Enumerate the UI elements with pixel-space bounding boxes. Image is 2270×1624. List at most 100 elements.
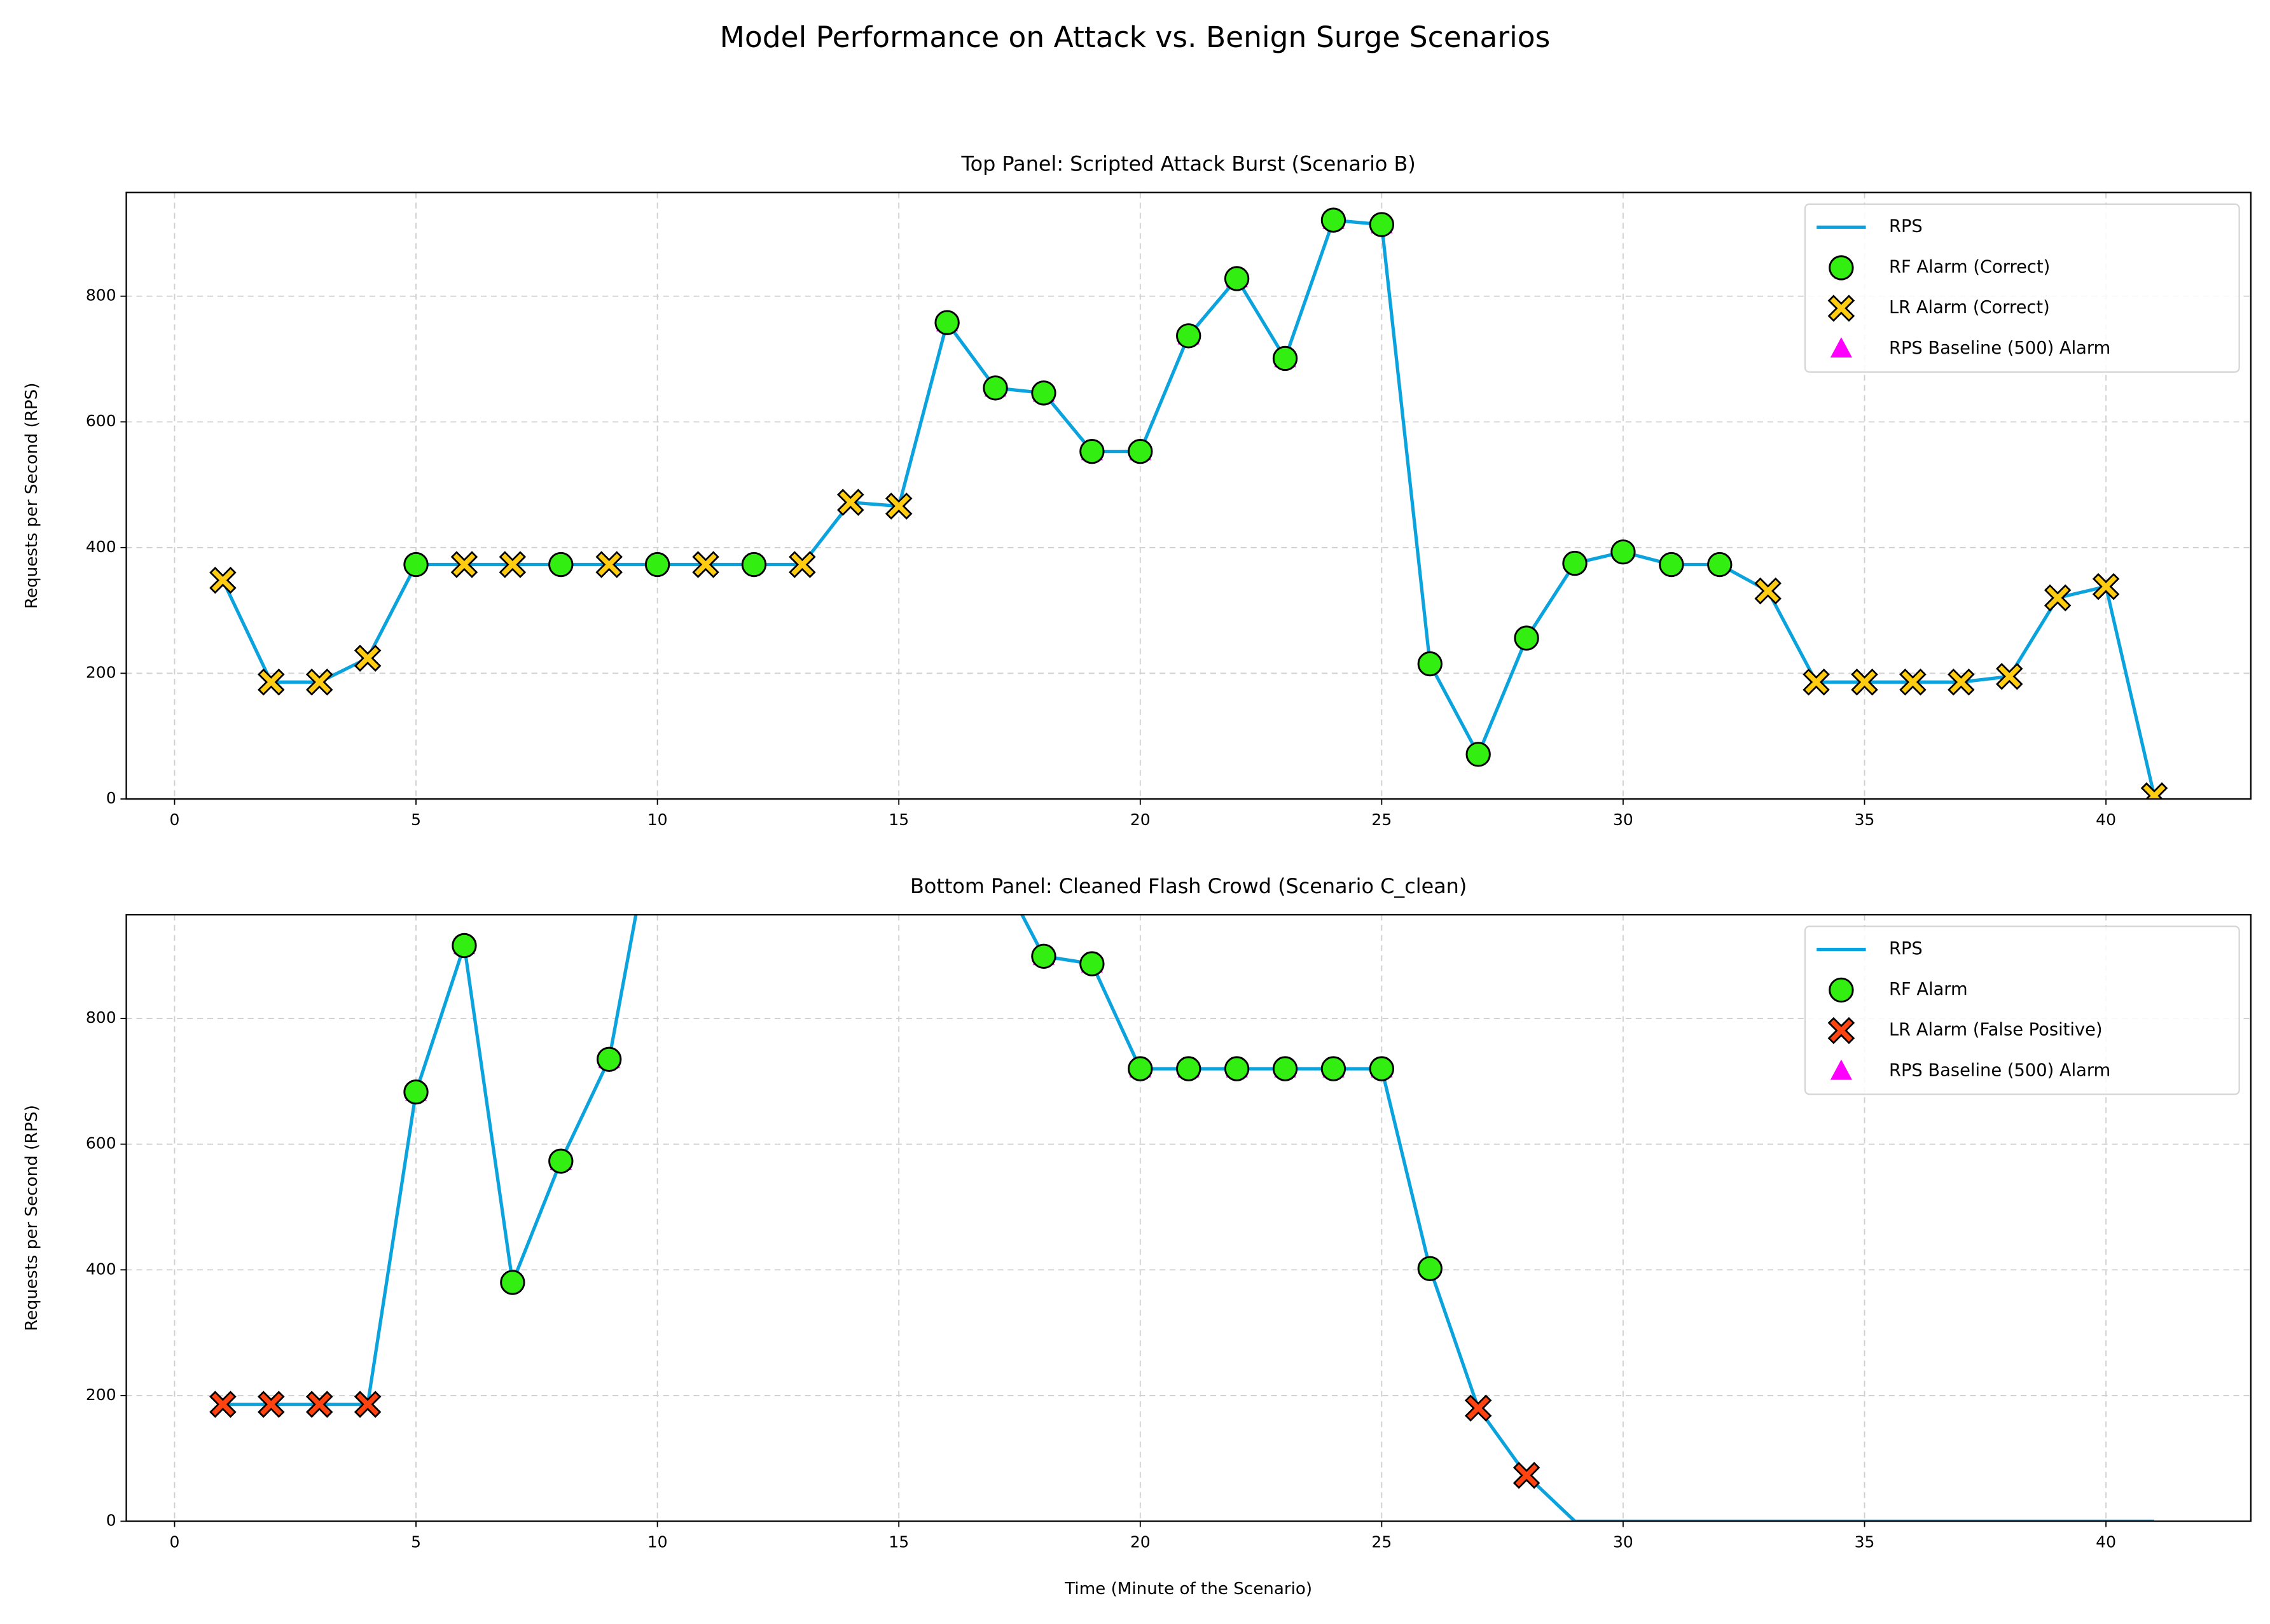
x-tick-label: 20	[1130, 1533, 1151, 1551]
legend-marker	[1830, 337, 1852, 358]
y-tick-label: 400	[86, 538, 116, 556]
alarm-marker	[1514, 625, 1539, 651]
legend-box	[1804, 203, 2240, 373]
panel-title: Top Panel: Scripted Attack Burst (Scenar…	[961, 151, 1416, 176]
legend-marker	[1827, 295, 1855, 322]
legend-label: RPS Baseline (500) Alarm	[1889, 1060, 2110, 1080]
alarm-marker	[209, 566, 237, 594]
alarm-marker	[1369, 212, 1395, 237]
legend-marker	[1829, 255, 1854, 281]
y-tick-label: 800	[86, 286, 116, 305]
alarm-marker	[209, 1391, 237, 1418]
alarm-marker	[597, 1046, 622, 1072]
alarm-marker	[595, 551, 623, 578]
alarm-marker	[548, 1148, 574, 1174]
panel: Top Panel: Scripted Attack Burst (Scenar…	[22, 151, 2252, 829]
plot-area	[209, 787, 2154, 1522]
legend-marker	[1829, 977, 1854, 1003]
y-tick-label: 0	[106, 1511, 116, 1529]
x-tick-label: 5	[411, 1533, 421, 1551]
alarm-marker	[695, 787, 716, 807]
x-tick-label: 0	[170, 1533, 180, 1551]
alarm-marker	[258, 668, 285, 696]
y-tick-label: 600	[86, 412, 116, 430]
x-tick-label: 0	[170, 810, 180, 829]
alarm-marker	[1079, 438, 1105, 464]
alarm-marker	[789, 551, 816, 578]
alarm-marker	[1707, 552, 1733, 578]
alarm-marker	[354, 1391, 382, 1418]
alarm-marker	[1562, 550, 1588, 576]
plot-frame	[125, 913, 2252, 1522]
y-tick-label: 800	[86, 1008, 116, 1027]
alarm-marker	[1464, 1394, 1492, 1422]
alarm-marker	[499, 551, 527, 578]
alarm-marker	[1995, 663, 2023, 690]
alarm-marker	[1754, 577, 1782, 605]
alarm-marker	[1417, 1256, 1443, 1281]
x-tick-label: 10	[647, 1533, 668, 1551]
x-tick-label: 30	[1613, 1533, 1633, 1551]
alarm-marker	[500, 1270, 525, 1295]
y-tick-label: 0	[106, 789, 116, 807]
x-tick-label: 5	[411, 810, 421, 829]
alarm-marker	[985, 852, 1006, 873]
alarm-marker	[1320, 1056, 1346, 1081]
x-tick-label: 15	[889, 1533, 909, 1551]
alarm-marker	[1465, 742, 1491, 767]
plot-area	[209, 207, 2168, 800]
alarm-marker	[1031, 380, 1056, 406]
alarm-marker	[1320, 207, 1346, 233]
alarm-marker	[1948, 668, 1975, 696]
alarm-marker	[1803, 668, 1830, 696]
alarm-marker	[1899, 668, 1927, 696]
alarm-marker	[403, 552, 429, 578]
y-tick-label: 200	[86, 663, 116, 681]
alarm-marker	[741, 552, 767, 578]
alarm-marker	[1176, 1056, 1201, 1081]
legend-label: RPS Baseline (500) Alarm	[1889, 338, 2110, 358]
x-tick-label: 35	[1855, 1533, 1875, 1551]
x-tick-label: 25	[1371, 1533, 1392, 1551]
alarm-marker	[1512, 1462, 1540, 1489]
alarm-marker	[1176, 323, 1201, 349]
legend-marker	[1830, 1059, 1852, 1080]
alarm-marker	[1272, 1056, 1298, 1081]
alarm-marker	[791, 787, 813, 807]
figure-title: Model Performance on Attack vs. Benign S…	[720, 20, 1551, 54]
x-tick-label: 30	[1613, 810, 1633, 829]
legend-marker	[1827, 1017, 1855, 1044]
alarm-marker	[840, 787, 861, 807]
alarm-marker	[743, 787, 765, 807]
panel: Bottom Panel: Cleaned Flash Crowd (Scena…	[22, 787, 2252, 1599]
alarm-marker	[450, 551, 478, 578]
y-tick-label: 200	[86, 1385, 116, 1404]
alarm-marker	[1224, 266, 1250, 291]
y-tick-label: 600	[86, 1134, 116, 1153]
plot-frame	[125, 191, 2252, 800]
alarm-marker	[1272, 345, 1298, 371]
alarm-marker	[1851, 668, 1878, 696]
alarm-marker	[1079, 951, 1105, 976]
legend-label: RPS	[1889, 217, 1923, 237]
y-tick-label: 400	[86, 1260, 116, 1278]
alarm-marker	[837, 489, 864, 516]
x-tick-label: 40	[2096, 810, 2116, 829]
alarm-marker	[305, 668, 333, 696]
x-tick-label: 20	[1130, 810, 1151, 829]
alarm-marker	[2092, 573, 2120, 600]
alarm-marker	[354, 644, 382, 672]
alarm-marker	[548, 552, 574, 578]
alarm-marker	[644, 552, 670, 578]
alarm-marker	[452, 933, 477, 959]
alarm-marker	[1417, 651, 1443, 677]
legend-label: RPS	[1889, 939, 1923, 959]
alarm-marker	[1128, 1056, 1153, 1081]
alarm-marker	[2044, 584, 2072, 612]
alarm-marker	[403, 1079, 429, 1105]
y-axis-label: Requests per Second (RPS)	[22, 383, 41, 609]
legend-label: RF Alarm	[1889, 980, 1968, 999]
x-tick-label: 35	[1855, 810, 1875, 829]
alarm-marker	[885, 492, 913, 520]
